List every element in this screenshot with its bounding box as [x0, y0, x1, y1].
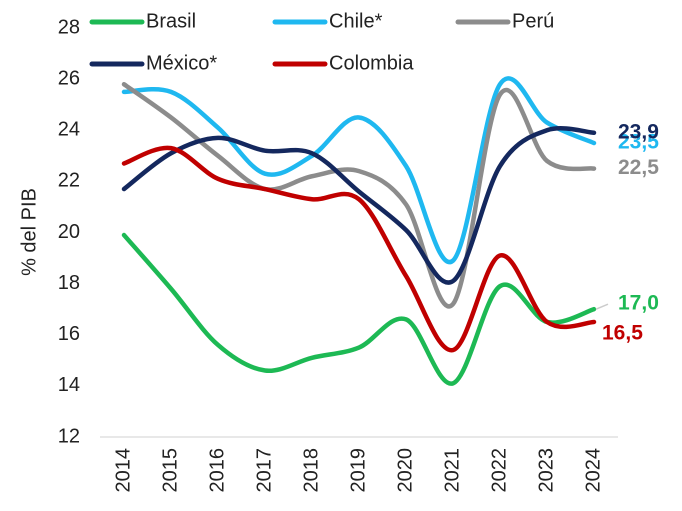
x-tick-label: 2014 [112, 448, 134, 493]
x-tick-label: 2022 [488, 448, 510, 493]
line-series [121, 81, 597, 309]
end-label: 17,0 [618, 292, 659, 315]
x-tick-label: 2017 [253, 448, 275, 493]
legend-label: Brasil [146, 10, 196, 32]
y-tick-label: 24 [58, 119, 80, 141]
y-tick-label: 12 [58, 425, 80, 447]
x-tick-label: 2020 [394, 448, 416, 493]
line-series [121, 126, 597, 285]
x-tick-label: 2021 [441, 448, 463, 493]
leader-line [595, 303, 609, 310]
legend-label: Colombia [329, 52, 414, 74]
x-tick-label: 2016 [206, 448, 228, 493]
x-tick-label: 2024 [582, 448, 604, 493]
y-axis-label: % del PIB [18, 188, 40, 276]
y-tick-label: 18 [58, 272, 80, 294]
line-series [121, 145, 597, 353]
y-tick-label: 14 [58, 374, 80, 396]
y-tick-label: 16 [58, 323, 80, 345]
legend-label: Perú [512, 10, 554, 32]
legend-label: Chile* [329, 10, 383, 32]
x-tick-label: 2023 [535, 448, 557, 493]
legend-label: México* [146, 52, 217, 74]
end-label: 16,5 [602, 322, 643, 345]
line-series [121, 76, 597, 265]
end-label: 23,9 [618, 120, 659, 143]
x-tick-label: 2019 [347, 448, 369, 493]
y-tick-label: 20 [58, 221, 80, 243]
end-label: 23,5 [618, 131, 659, 154]
line-series [121, 232, 597, 386]
x-tick-label: 2018 [300, 448, 322, 493]
x-tick-label: 2015 [159, 448, 181, 493]
y-tick-label: 26 [58, 67, 80, 89]
end-label: 22,5 [618, 156, 659, 179]
y-tick-label: 28 [58, 16, 80, 38]
y-tick-label: 22 [58, 170, 80, 192]
